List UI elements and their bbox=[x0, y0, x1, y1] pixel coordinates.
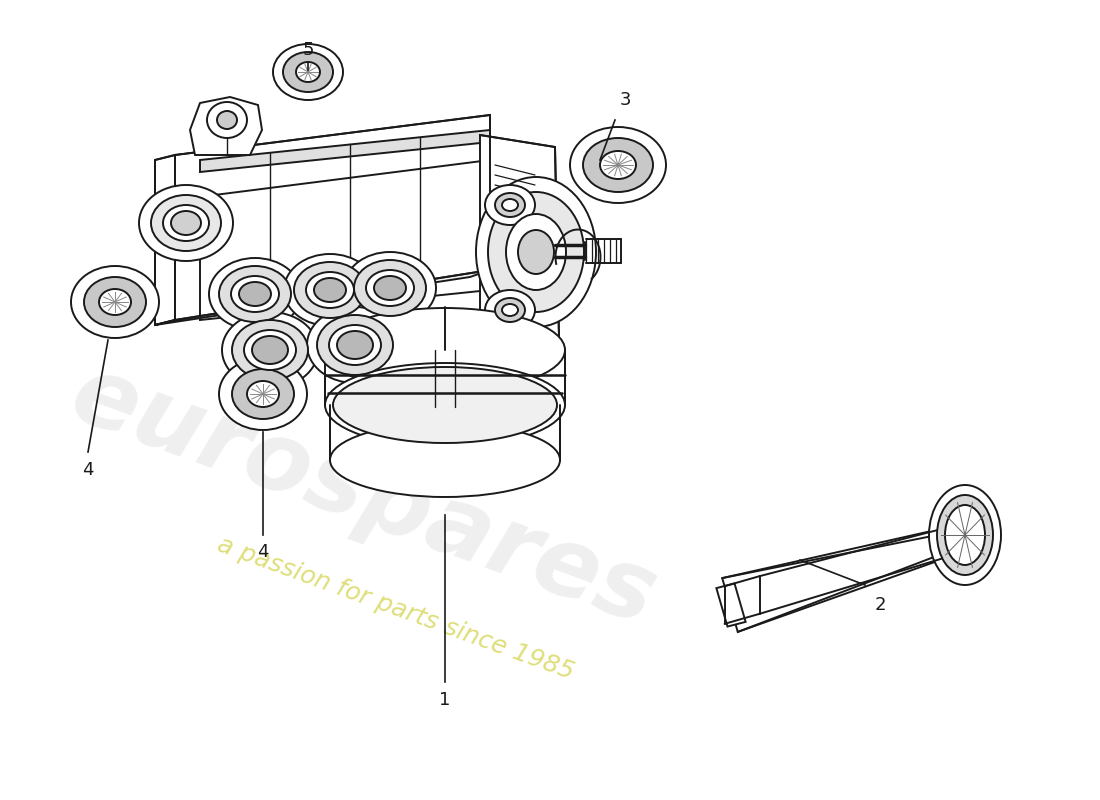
Ellipse shape bbox=[937, 495, 993, 575]
Polygon shape bbox=[175, 115, 490, 200]
Ellipse shape bbox=[72, 266, 160, 338]
Ellipse shape bbox=[219, 358, 307, 430]
Polygon shape bbox=[200, 130, 490, 172]
Text: a passion for parts since 1985: a passion for parts since 1985 bbox=[214, 532, 578, 684]
Text: 3: 3 bbox=[619, 91, 630, 109]
Polygon shape bbox=[200, 130, 490, 320]
Ellipse shape bbox=[232, 320, 308, 380]
Polygon shape bbox=[190, 97, 262, 155]
Polygon shape bbox=[155, 155, 175, 325]
Ellipse shape bbox=[170, 211, 201, 235]
Ellipse shape bbox=[84, 277, 146, 327]
Ellipse shape bbox=[217, 111, 236, 129]
Polygon shape bbox=[716, 583, 746, 626]
Ellipse shape bbox=[600, 151, 636, 179]
Polygon shape bbox=[155, 270, 490, 325]
Ellipse shape bbox=[219, 266, 292, 322]
Ellipse shape bbox=[495, 298, 525, 322]
Ellipse shape bbox=[252, 336, 288, 364]
Ellipse shape bbox=[314, 278, 346, 302]
Ellipse shape bbox=[330, 423, 560, 497]
Ellipse shape bbox=[366, 270, 414, 306]
Ellipse shape bbox=[239, 282, 271, 306]
Ellipse shape bbox=[374, 276, 406, 300]
Text: 1: 1 bbox=[439, 691, 451, 709]
Ellipse shape bbox=[296, 62, 320, 82]
Ellipse shape bbox=[333, 367, 557, 443]
Text: 5: 5 bbox=[302, 41, 313, 59]
Ellipse shape bbox=[502, 199, 518, 211]
Polygon shape bbox=[330, 405, 560, 460]
Ellipse shape bbox=[518, 230, 554, 274]
Ellipse shape bbox=[476, 177, 596, 327]
Polygon shape bbox=[723, 532, 957, 632]
Ellipse shape bbox=[284, 254, 376, 326]
Ellipse shape bbox=[294, 262, 366, 318]
Ellipse shape bbox=[163, 205, 209, 241]
Ellipse shape bbox=[317, 315, 393, 375]
Ellipse shape bbox=[307, 307, 403, 383]
Ellipse shape bbox=[151, 195, 221, 251]
Ellipse shape bbox=[207, 102, 248, 138]
Ellipse shape bbox=[945, 505, 984, 565]
Ellipse shape bbox=[485, 290, 535, 330]
Text: 2: 2 bbox=[874, 596, 886, 614]
Ellipse shape bbox=[324, 363, 565, 447]
Ellipse shape bbox=[329, 325, 381, 365]
Ellipse shape bbox=[583, 138, 653, 192]
Ellipse shape bbox=[344, 252, 436, 324]
Ellipse shape bbox=[324, 308, 565, 392]
Ellipse shape bbox=[248, 381, 279, 407]
Text: eurospares: eurospares bbox=[58, 347, 668, 645]
Ellipse shape bbox=[495, 193, 525, 217]
Ellipse shape bbox=[273, 44, 343, 100]
Ellipse shape bbox=[99, 289, 131, 315]
Ellipse shape bbox=[930, 485, 1001, 585]
Polygon shape bbox=[324, 350, 565, 405]
Ellipse shape bbox=[502, 304, 518, 316]
Ellipse shape bbox=[231, 276, 279, 312]
Ellipse shape bbox=[139, 185, 233, 261]
Ellipse shape bbox=[506, 214, 566, 290]
Ellipse shape bbox=[354, 260, 426, 316]
Ellipse shape bbox=[244, 330, 296, 370]
Polygon shape bbox=[480, 135, 560, 390]
Ellipse shape bbox=[283, 52, 333, 92]
Text: 4: 4 bbox=[257, 543, 268, 561]
Ellipse shape bbox=[209, 258, 301, 330]
Ellipse shape bbox=[488, 192, 584, 312]
Ellipse shape bbox=[232, 369, 294, 419]
Ellipse shape bbox=[570, 127, 666, 203]
Ellipse shape bbox=[485, 185, 535, 225]
Text: 4: 4 bbox=[82, 461, 94, 479]
Ellipse shape bbox=[337, 331, 373, 359]
Ellipse shape bbox=[306, 272, 354, 308]
Ellipse shape bbox=[222, 312, 318, 388]
